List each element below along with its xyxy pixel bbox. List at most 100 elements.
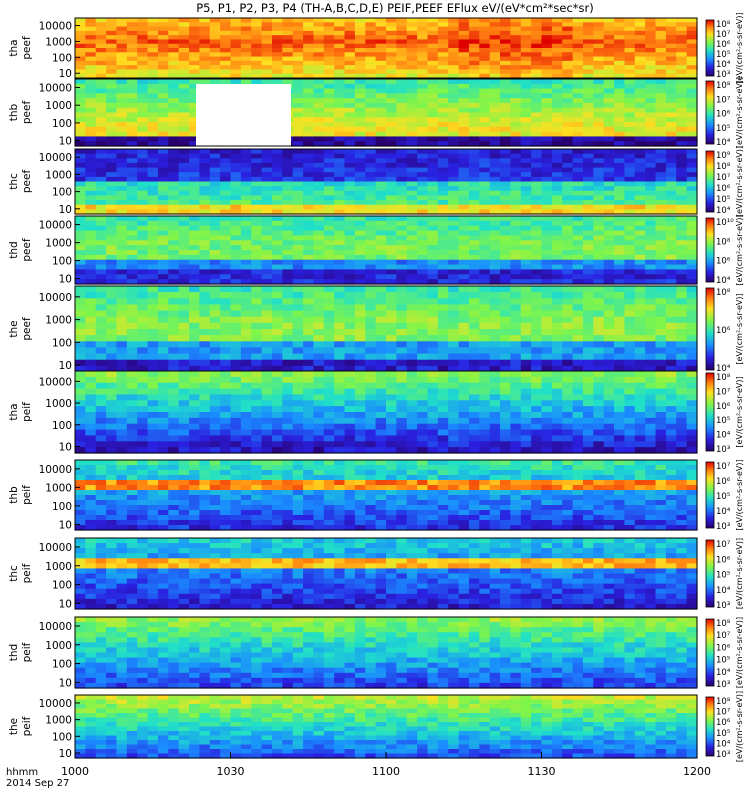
spectrogram-cell — [75, 52, 86, 58]
spectrogram-cell — [489, 102, 501, 109]
spectrogram-cell — [458, 382, 470, 390]
colorbar-label: [eV/(cm²-s-sr-eV)] — [735, 293, 744, 364]
spectrogram-cell — [282, 388, 294, 396]
spectrogram-cell — [510, 245, 522, 251]
spectrogram-cell — [634, 316, 646, 324]
spectrogram-cell — [562, 292, 574, 299]
spectrogram-cell — [676, 136, 688, 142]
spectrogram-cell — [634, 136, 646, 142]
spectrogram-cell — [75, 347, 86, 355]
spectrogram-cell — [303, 158, 315, 164]
spectrogram-cell — [323, 347, 335, 355]
spectrogram-cell — [572, 254, 584, 261]
spectrogram-cell — [562, 329, 574, 336]
spectrogram-cell — [686, 216, 698, 222]
spectrogram-cell — [665, 43, 677, 49]
spectrogram-cell — [603, 69, 615, 75]
spectrogram-cell — [437, 347, 449, 355]
spectrogram-cell — [240, 158, 252, 164]
spectrogram-cell — [479, 269, 491, 275]
spectrogram-cell — [427, 447, 439, 454]
spectrogram-cell — [686, 329, 698, 336]
spectrogram-cell — [603, 153, 615, 159]
spectrogram-cell — [261, 441, 273, 448]
spectrogram-cell — [427, 388, 439, 396]
spectrogram-cell — [665, 93, 677, 99]
spectrogram-cell — [510, 230, 522, 237]
spectrogram-cell — [437, 176, 449, 183]
spectrogram-cell — [137, 286, 149, 293]
spectrogram-cell — [147, 388, 159, 396]
spectrogram-cell — [282, 158, 294, 164]
spectrogram-cell — [75, 158, 86, 164]
spectrogram-cell — [116, 107, 128, 114]
spectrogram-cell — [147, 435, 159, 442]
spectrogram-cell — [116, 382, 128, 390]
spectrogram-cell — [157, 131, 169, 138]
spectrogram-cell — [686, 65, 698, 71]
spectrogram-cell — [95, 376, 107, 384]
spectrogram-cell — [271, 167, 283, 173]
spectrogram-cell — [157, 329, 169, 336]
spectrogram-cell — [303, 250, 315, 256]
spectrogram-cell — [520, 79, 532, 85]
spectrogram-cell — [510, 30, 522, 36]
spectrogram-cell — [458, 322, 470, 330]
spectrogram-cell — [209, 186, 221, 192]
spectrogram-cell — [603, 347, 615, 355]
spectrogram-cell — [334, 264, 346, 271]
spectrogram-cell — [386, 83, 397, 90]
spectrogram-cell — [230, 200, 242, 206]
spectrogram-cell — [199, 279, 211, 285]
spectrogram-cell — [137, 279, 149, 285]
spectrogram-cell — [230, 69, 242, 75]
spectrogram-cell — [676, 359, 688, 367]
spectrogram-cell — [614, 117, 626, 123]
spectrogram-cell — [147, 359, 159, 367]
spectrogram-cell — [572, 209, 584, 215]
spectrogram-cell — [168, 269, 180, 275]
spectrogram-cell — [157, 310, 169, 318]
spectrogram-cell — [354, 209, 366, 215]
spectrogram-cell — [365, 388, 377, 396]
spectrogram-cell — [386, 225, 397, 232]
spectrogram-cell — [437, 136, 449, 142]
spectrogram-cell — [95, 329, 107, 336]
spectrogram-cell — [230, 406, 242, 413]
spectrogram-cell — [147, 93, 159, 99]
spectrogram-cell — [240, 335, 252, 342]
spectrogram-cell — [168, 43, 180, 49]
spectrogram-cell — [75, 216, 86, 222]
spectrogram-cell — [562, 69, 574, 75]
spectrogram-cell — [303, 254, 315, 261]
spectrogram-cell — [479, 400, 491, 407]
spectrogram-cell — [551, 264, 563, 271]
spectrogram-cell — [655, 141, 667, 147]
spectrogram-cell — [520, 195, 532, 201]
spectrogram-cell — [468, 35, 480, 41]
spectrogram-cell — [137, 190, 149, 197]
spectrogram-cell — [500, 126, 511, 133]
spectrogram-cell — [448, 60, 460, 66]
spectrogram-cell — [489, 88, 501, 94]
spectrogram-cell — [375, 83, 387, 90]
spectrogram-cell — [500, 292, 511, 299]
spectrogram-cell — [230, 274, 242, 280]
spectrogram-cell — [582, 376, 594, 384]
spectrogram-cell — [375, 347, 387, 355]
spectrogram-cell — [375, 423, 387, 431]
spectrogram-cell — [116, 126, 128, 133]
spectrogram-cell — [541, 35, 553, 41]
spectrogram-cell — [489, 48, 501, 53]
spectrogram-cell — [354, 126, 366, 133]
spectrogram-cell — [271, 190, 283, 197]
spectrogram-cell — [106, 79, 118, 85]
spectrogram-cell — [199, 204, 211, 210]
spectrogram-cell — [489, 279, 501, 285]
spectrogram-cell — [624, 73, 636, 79]
spectrogram-cell — [354, 48, 366, 53]
spectrogram-cell — [551, 83, 563, 90]
spectrogram-cell — [230, 298, 242, 306]
spectrogram-cell — [157, 347, 169, 355]
spectrogram-cell — [520, 117, 532, 123]
